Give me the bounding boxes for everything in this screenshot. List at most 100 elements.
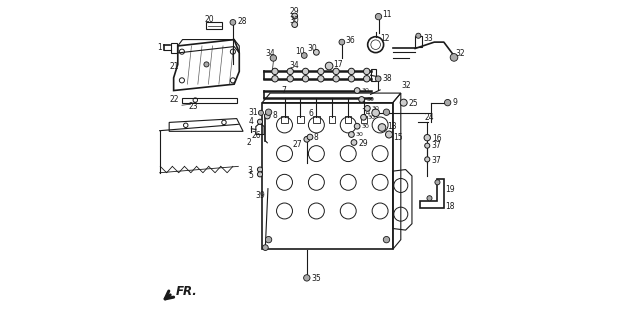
Text: 8: 8	[314, 132, 319, 141]
Circle shape	[259, 110, 263, 116]
Text: 30: 30	[361, 88, 370, 93]
Circle shape	[351, 140, 357, 145]
Text: 14: 14	[361, 108, 371, 117]
Text: 7: 7	[281, 86, 286, 95]
Text: 35: 35	[312, 274, 321, 283]
Text: FR.: FR.	[175, 285, 197, 299]
Circle shape	[361, 115, 366, 120]
Circle shape	[270, 55, 277, 61]
Circle shape	[339, 39, 345, 45]
Circle shape	[435, 180, 440, 185]
Text: 34: 34	[265, 49, 275, 58]
Circle shape	[375, 13, 382, 20]
Text: 31: 31	[249, 108, 259, 117]
Text: 29: 29	[358, 139, 368, 148]
Circle shape	[383, 236, 389, 243]
Bar	[313, 116, 319, 123]
Circle shape	[425, 157, 430, 162]
Text: 15: 15	[394, 132, 403, 141]
Circle shape	[425, 143, 430, 148]
Circle shape	[424, 134, 430, 141]
Text: 16: 16	[432, 134, 441, 143]
Text: 23: 23	[189, 102, 198, 111]
Text: 22: 22	[170, 95, 179, 104]
Circle shape	[445, 100, 451, 106]
Circle shape	[348, 132, 354, 137]
Text: 28: 28	[237, 17, 247, 26]
Circle shape	[416, 33, 421, 38]
Bar	[329, 116, 335, 123]
Text: 5: 5	[248, 172, 253, 180]
Text: 30: 30	[290, 16, 299, 25]
Circle shape	[304, 136, 309, 142]
Circle shape	[257, 167, 262, 172]
Text: 4: 4	[249, 117, 254, 126]
Circle shape	[348, 68, 355, 75]
Text: 30: 30	[368, 115, 376, 120]
Circle shape	[365, 106, 370, 111]
Circle shape	[378, 124, 386, 131]
Text: 24: 24	[424, 114, 433, 123]
Text: 38: 38	[382, 74, 392, 83]
Text: 21: 21	[170, 62, 179, 71]
Text: 30: 30	[361, 124, 370, 129]
Text: 30: 30	[372, 106, 379, 111]
Circle shape	[262, 245, 268, 251]
Text: 32: 32	[455, 49, 465, 58]
Text: 32: 32	[402, 81, 412, 90]
Circle shape	[287, 76, 293, 82]
Circle shape	[272, 76, 278, 82]
Circle shape	[333, 68, 339, 75]
Text: 12: 12	[380, 34, 389, 43]
Text: 39: 39	[256, 190, 265, 200]
Bar	[345, 116, 352, 123]
Bar	[361, 116, 367, 123]
Circle shape	[292, 13, 298, 19]
Text: 34: 34	[290, 60, 299, 69]
Circle shape	[292, 22, 298, 28]
Circle shape	[257, 119, 262, 124]
Bar	[371, 69, 376, 81]
Text: 13: 13	[387, 122, 397, 131]
Circle shape	[383, 109, 389, 116]
Circle shape	[265, 109, 272, 116]
Circle shape	[375, 76, 381, 82]
Text: 26: 26	[251, 131, 261, 140]
Circle shape	[354, 123, 360, 129]
Text: 6: 6	[308, 109, 313, 118]
Text: 18: 18	[445, 202, 454, 211]
Text: 11: 11	[383, 10, 392, 19]
Text: 27: 27	[293, 140, 302, 149]
Text: 10: 10	[295, 47, 304, 56]
Circle shape	[450, 53, 458, 61]
Text: 33: 33	[423, 34, 433, 43]
Text: 9: 9	[452, 98, 457, 107]
Circle shape	[363, 76, 370, 82]
Bar	[262, 103, 393, 249]
Circle shape	[317, 76, 324, 82]
Circle shape	[272, 68, 278, 75]
Circle shape	[230, 20, 236, 25]
Text: 30: 30	[366, 97, 374, 102]
Circle shape	[333, 76, 339, 82]
Text: 17: 17	[334, 60, 343, 69]
Text: 8: 8	[272, 111, 277, 120]
Circle shape	[287, 68, 293, 75]
Circle shape	[314, 50, 319, 55]
Circle shape	[304, 275, 310, 281]
Circle shape	[265, 113, 270, 119]
Circle shape	[348, 76, 355, 82]
Text: 30: 30	[308, 44, 317, 53]
Text: 3: 3	[248, 166, 253, 175]
Text: 30: 30	[356, 132, 364, 137]
Text: 37: 37	[432, 141, 441, 150]
Text: 1: 1	[157, 43, 162, 52]
Circle shape	[257, 172, 262, 177]
Circle shape	[317, 68, 324, 75]
Text: 36: 36	[346, 36, 355, 45]
Circle shape	[303, 68, 309, 75]
Circle shape	[354, 88, 360, 93]
Circle shape	[301, 52, 307, 58]
Text: 37: 37	[432, 156, 441, 164]
Circle shape	[204, 62, 209, 67]
